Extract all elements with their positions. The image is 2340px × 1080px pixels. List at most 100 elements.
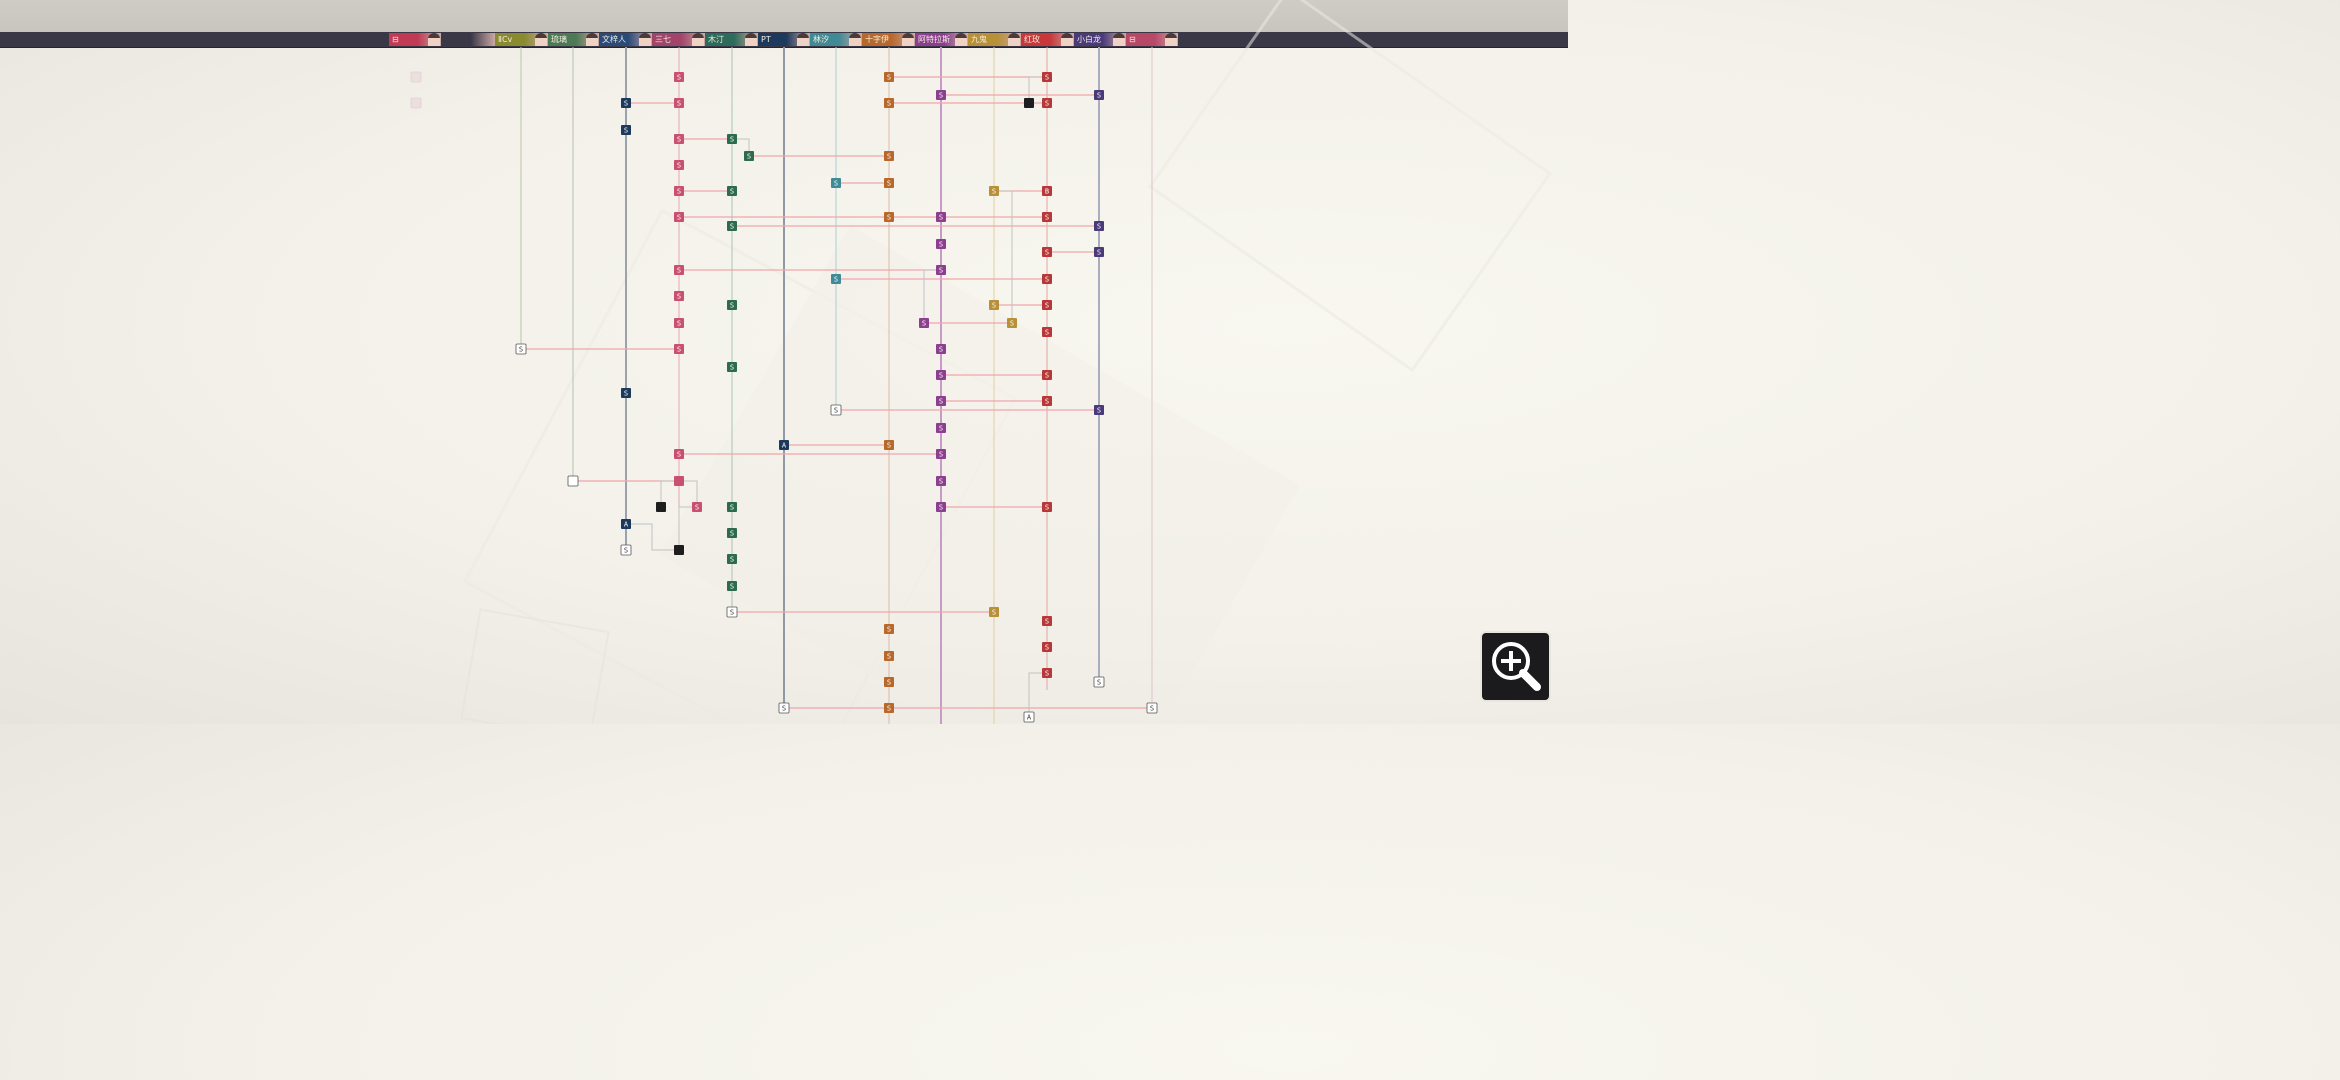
story-node[interactable]: S (727, 300, 737, 310)
story-node[interactable]: A (779, 440, 789, 450)
character-tab[interactable]: 十字伊 (862, 33, 915, 46)
story-node[interactable] (410, 97, 422, 109)
story-node[interactable]: S (936, 502, 946, 512)
story-node[interactable]: S (674, 72, 684, 82)
story-node[interactable]: S (989, 607, 999, 617)
story-node[interactable]: S (1094, 247, 1104, 257)
story-node[interactable]: S (936, 449, 946, 459)
story-node[interactable]: S (936, 396, 946, 406)
story-node[interactable]: S (884, 178, 894, 188)
story-node[interactable]: S (1042, 502, 1052, 512)
story-node[interactable]: S (674, 265, 684, 275)
character-tab[interactable]: ⊟ (1126, 33, 1178, 46)
story-node[interactable]: S (727, 362, 737, 372)
story-node[interactable]: S (621, 125, 631, 135)
story-node[interactable]: S (674, 449, 684, 459)
story-node[interactable]: S (884, 703, 894, 713)
character-tab[interactable] (441, 33, 495, 46)
story-node[interactable] (674, 476, 684, 486)
story-node[interactable]: S (936, 212, 946, 222)
story-node[interactable]: S (674, 212, 684, 222)
story-node[interactable]: S (1042, 247, 1052, 257)
story-node[interactable]: S (727, 221, 737, 231)
story-node[interactable]: A (621, 519, 631, 529)
story-node[interactable]: S (1042, 72, 1052, 82)
character-tab[interactable]: ⅡCv (495, 33, 548, 46)
character-tab[interactable]: 木汀 (705, 33, 758, 46)
story-node[interactable]: S (884, 72, 894, 82)
story-node[interactable]: S (1093, 676, 1105, 688)
story-node[interactable]: S (1094, 221, 1104, 231)
story-node[interactable]: S (674, 318, 684, 328)
story-node[interactable]: S (830, 404, 842, 416)
story-node[interactable]: S (778, 702, 790, 714)
story-node[interactable]: S (884, 151, 894, 161)
character-tab[interactable]: 文梓人 (599, 33, 652, 46)
story-node[interactable]: S (989, 186, 999, 196)
story-node[interactable]: S (692, 502, 702, 512)
story-node[interactable]: S (1042, 396, 1052, 406)
character-tab[interactable]: ⊟ (389, 33, 441, 46)
character-tab[interactable]: 阿特拉斯 (915, 33, 968, 46)
story-node[interactable]: S (936, 476, 946, 486)
character-tab[interactable]: 林汐 (810, 33, 862, 46)
story-node[interactable]: S (1146, 702, 1158, 714)
character-tab[interactable]: 九鬼 (968, 33, 1021, 46)
story-node[interactable] (656, 502, 666, 512)
story-node[interactable]: S (727, 186, 737, 196)
story-node[interactable]: S (831, 178, 841, 188)
story-node[interactable]: S (936, 90, 946, 100)
zoom-in-button[interactable] (1480, 631, 1551, 702)
story-node[interactable]: S (1007, 318, 1017, 328)
story-node[interactable]: S (1042, 212, 1052, 222)
story-node[interactable]: S (726, 606, 738, 618)
story-node[interactable]: S (919, 318, 929, 328)
character-tab[interactable]: 红玫 (1021, 33, 1074, 46)
story-node[interactable]: S (936, 423, 946, 433)
story-node[interactable]: S (884, 651, 894, 661)
story-node[interactable]: S (727, 581, 737, 591)
story-node[interactable]: S (936, 239, 946, 249)
story-node[interactable]: A (1023, 711, 1035, 723)
story-node[interactable]: S (727, 502, 737, 512)
story-node[interactable] (567, 475, 579, 487)
story-node[interactable] (410, 71, 422, 83)
story-node[interactable]: S (1042, 668, 1052, 678)
story-node[interactable]: S (674, 98, 684, 108)
story-node[interactable]: S (1042, 274, 1052, 284)
story-node[interactable]: S (1042, 370, 1052, 380)
story-node[interactable]: S (884, 677, 894, 687)
story-node[interactable]: S (674, 344, 684, 354)
story-node[interactable]: S (884, 98, 894, 108)
story-node[interactable]: S (936, 370, 946, 380)
story-node[interactable]: S (1042, 98, 1052, 108)
story-node[interactable]: S (831, 274, 841, 284)
story-node[interactable]: S (727, 134, 737, 144)
story-node[interactable]: S (1042, 616, 1052, 626)
story-node[interactable]: S (727, 554, 737, 564)
story-node[interactable]: S (621, 388, 631, 398)
character-tab[interactable]: 小白龙 (1074, 33, 1126, 46)
story-node[interactable] (1024, 98, 1034, 108)
story-node[interactable]: S (620, 544, 632, 556)
story-node[interactable]: S (989, 300, 999, 310)
story-node[interactable]: S (1094, 90, 1104, 100)
story-node[interactable] (674, 545, 684, 555)
story-node[interactable]: S (884, 440, 894, 450)
character-tab[interactable]: 三七 (652, 33, 705, 46)
story-node[interactable]: S (674, 160, 684, 170)
story-node[interactable]: S (936, 265, 946, 275)
story-node[interactable]: S (727, 528, 737, 538)
story-node[interactable]: S (1042, 642, 1052, 652)
story-node[interactable]: S (674, 291, 684, 301)
story-node[interactable]: B (1042, 186, 1052, 196)
character-tab[interactable]: 琉璃 (548, 33, 599, 46)
character-tab[interactable]: PT (758, 33, 810, 46)
story-node[interactable]: S (936, 344, 946, 354)
story-node[interactable]: S (1094, 405, 1104, 415)
story-node[interactable]: S (674, 134, 684, 144)
story-node[interactable]: S (744, 151, 754, 161)
story-node[interactable]: S (884, 212, 894, 222)
story-node[interactable]: S (515, 343, 527, 355)
story-node[interactable]: S (1042, 300, 1052, 310)
